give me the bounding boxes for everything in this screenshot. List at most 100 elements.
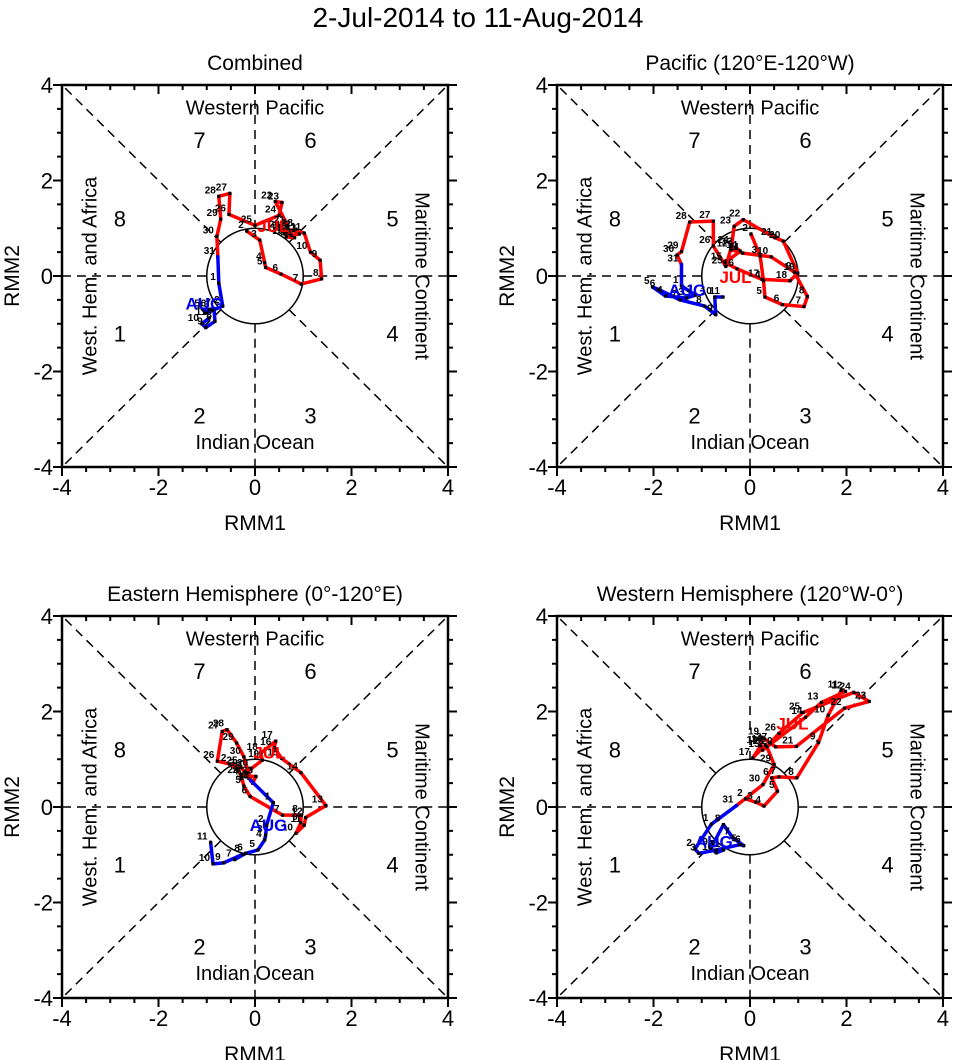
day-label: 3 bbox=[230, 758, 236, 769]
day-label: 17 bbox=[275, 220, 287, 231]
day-label: 13 bbox=[721, 236, 733, 247]
day-label: 11 bbox=[291, 222, 302, 233]
day-label: 2 bbox=[214, 295, 220, 306]
svg-text:West. Hem. and Africa: West. Hem. and Africa bbox=[80, 176, 102, 375]
day-label: 18 bbox=[247, 742, 259, 753]
svg-text:-4: -4 bbox=[528, 455, 548, 480]
day-label: 7 bbox=[724, 827, 730, 838]
day-label: 15 bbox=[272, 226, 284, 237]
month-label: AUG bbox=[250, 816, 288, 835]
svg-text:6: 6 bbox=[799, 128, 811, 153]
day-label: 3 bbox=[747, 791, 753, 802]
day-label: 19 bbox=[748, 726, 760, 737]
day-label: 10 bbox=[814, 704, 826, 715]
page-title: 2-Jul-2014 to 11-Aug-2014 bbox=[312, 2, 644, 33]
svg-text:3: 3 bbox=[799, 934, 811, 959]
svg-text:4: 4 bbox=[536, 73, 548, 98]
svg-text:1: 1 bbox=[114, 321, 126, 346]
day-label: 5 bbox=[194, 298, 200, 309]
day-label: 5 bbox=[235, 775, 241, 786]
day-label: 25 bbox=[712, 255, 724, 266]
day-label: 4 bbox=[197, 302, 203, 313]
svg-text:2: 2 bbox=[688, 403, 700, 428]
svg-text:West. Hem. and Africa: West. Hem. and Africa bbox=[80, 707, 102, 906]
jul-trajectory: 2345678910111213141516171819202122232425… bbox=[203, 182, 324, 286]
day-label: 12 bbox=[279, 220, 291, 231]
svg-text:-4: -4 bbox=[547, 1006, 567, 1031]
phase-annotations: Western Pacific Indian Ocean West. Hem. an… bbox=[80, 98, 433, 454]
svg-text:Maritime Continent: Maritime Continent bbox=[906, 192, 928, 360]
svg-text:Western Pacific: Western Pacific bbox=[681, 98, 820, 120]
day-label: 2 bbox=[221, 753, 227, 764]
jul-trajectory: 2345678910111213141516171819202122232425… bbox=[663, 209, 810, 309]
day-label: 10 bbox=[188, 313, 200, 324]
month-label: JUL bbox=[719, 268, 751, 287]
day-label: 19 bbox=[271, 223, 283, 234]
svg-text:4: 4 bbox=[881, 321, 893, 346]
svg-text:0: 0 bbox=[536, 264, 548, 289]
day-label: 15 bbox=[711, 252, 723, 263]
svg-text:5: 5 bbox=[386, 738, 398, 763]
phase-annotations: Western Pacific Indian Ocean West. Hem. an… bbox=[80, 629, 433, 985]
day-label: 26 bbox=[765, 722, 777, 733]
day-label: 23 bbox=[855, 690, 867, 701]
svg-text:8: 8 bbox=[114, 738, 126, 763]
unit-circle bbox=[701, 758, 799, 856]
svg-text:0: 0 bbox=[744, 475, 756, 500]
day-label: 11 bbox=[710, 839, 721, 850]
day-label: 3 bbox=[752, 245, 758, 256]
day-label: 30 bbox=[663, 244, 675, 255]
svg-text:6: 6 bbox=[304, 659, 316, 684]
svg-text:-2: -2 bbox=[149, 475, 169, 500]
day-label: 13 bbox=[807, 691, 819, 702]
day-label: 5 bbox=[731, 834, 737, 845]
day-label: 18 bbox=[282, 218, 294, 229]
day-label: 29 bbox=[667, 241, 679, 252]
day-label: 23 bbox=[242, 765, 254, 776]
unit-circle bbox=[206, 227, 304, 325]
svg-text:3: 3 bbox=[799, 403, 811, 428]
day-label: 20 bbox=[761, 736, 773, 747]
day-label: 10 bbox=[296, 241, 308, 252]
day-label: 19 bbox=[248, 749, 260, 760]
day-label: 8 bbox=[234, 843, 240, 854]
svg-text:2: 2 bbox=[193, 403, 205, 428]
day-label: 19 bbox=[784, 262, 796, 273]
svg-text:-2: -2 bbox=[644, 1006, 664, 1031]
day-label: 6 bbox=[272, 263, 278, 274]
day-label: 5 bbox=[644, 276, 650, 287]
phase-divider-lines bbox=[556, 615, 944, 999]
day-label: 10 bbox=[282, 822, 294, 833]
day-label: 12 bbox=[717, 239, 729, 250]
day-label: 2 bbox=[687, 284, 693, 295]
svg-text:-4: -4 bbox=[52, 475, 72, 500]
day-label: 13 bbox=[285, 223, 297, 234]
day-label: 1 bbox=[210, 272, 216, 283]
day-label: 25 bbox=[789, 701, 801, 712]
day-label: 9 bbox=[707, 304, 713, 315]
day-label: 5 bbox=[249, 839, 255, 850]
day-label: 30 bbox=[749, 774, 761, 785]
day-label: 21 bbox=[274, 215, 286, 226]
svg-text:2: 2 bbox=[193, 934, 205, 959]
svg-text:0: 0 bbox=[41, 795, 53, 820]
day-label: 11 bbox=[196, 307, 207, 318]
day-label: 30 bbox=[203, 225, 215, 236]
y-axis-label: RMM2 bbox=[496, 776, 519, 838]
svg-text:6: 6 bbox=[304, 128, 316, 153]
svg-text:8: 8 bbox=[114, 207, 126, 232]
day-label: 17 bbox=[262, 730, 274, 741]
day-label: 25 bbox=[241, 214, 253, 225]
day-label: 9 bbox=[312, 249, 318, 260]
svg-text:-4: -4 bbox=[33, 455, 53, 480]
day-label: 8 bbox=[313, 268, 319, 279]
svg-text:-2: -2 bbox=[33, 891, 53, 916]
day-label: 11 bbox=[197, 831, 208, 842]
day-label: 29 bbox=[207, 208, 219, 219]
